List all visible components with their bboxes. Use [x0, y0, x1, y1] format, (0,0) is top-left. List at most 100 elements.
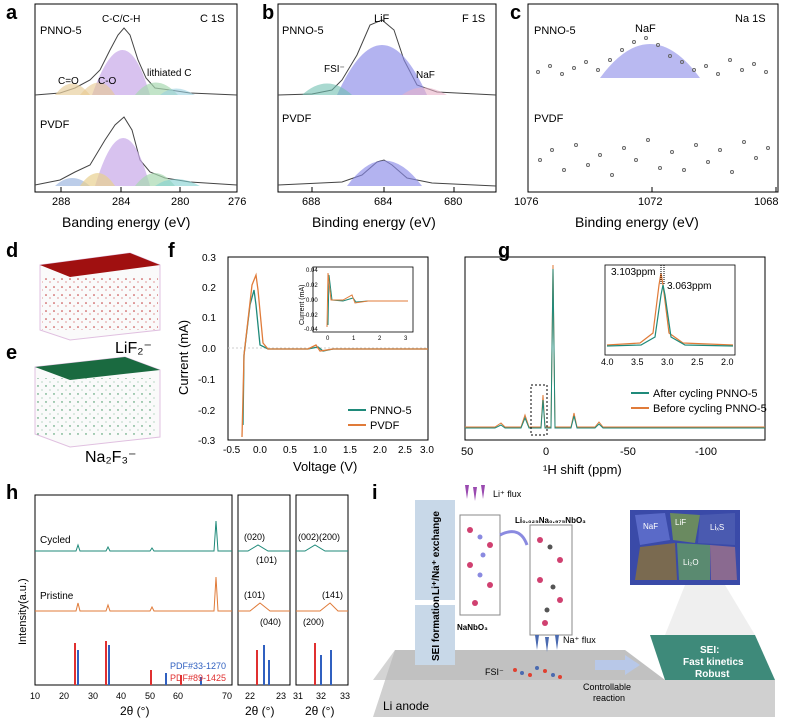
panel-h-peak-002-200: (002)(200) — [298, 532, 340, 542]
panel-f-inset-xtick-3: 3 — [404, 336, 408, 342]
panel-letter-a: a — [6, 2, 18, 24]
panel-h-peak-200: (200) — [303, 617, 324, 627]
panel-f-inset-ytick-0: 0.04 — [306, 268, 318, 274]
panel-g-inset-ann1: 3.103ppm — [611, 267, 655, 278]
panel-i-sei-formation: SEI formation — [431, 596, 442, 661]
panel-h-pdf2: PDF#89-1425 — [170, 673, 226, 683]
panel-g-legend-before: Before cycling PNNO-5 — [653, 403, 767, 415]
panel-letter-d: d — [6, 240, 19, 262]
panel-i-sei-2: Fast kinetics — [683, 657, 744, 668]
panel-h-xlabel-2: 2θ (°) — [245, 704, 274, 718]
panel-h-peak-141: (141) — [322, 590, 343, 600]
panel-b-peak-lif: LiF — [374, 13, 390, 25]
panel-f-ytick-1: 0.2 — [202, 283, 216, 294]
panel-h-tick1-30: 30 — [88, 691, 98, 701]
panel-letter-e: e — [6, 342, 18, 364]
panel-f-inset-xtick-0: 0 — [326, 336, 330, 342]
panel-h-tick1-20: 20 — [59, 691, 69, 701]
panel-h-tick1-10: 10 — [30, 691, 40, 701]
panel-g-xtick-0: 50 — [461, 446, 473, 458]
panel-f-ytick-6: -0.3 — [198, 436, 216, 447]
panel-f-cv-curves: Current (mA) 0.04 0.02 0.00 -0.02 -0.04 … — [176, 253, 434, 474]
panel-b-top-label: PNNO-5 — [282, 25, 324, 37]
panel-h-peak-101-a: (101) — [256, 555, 277, 565]
panel-f-xtick-1: 0.0 — [253, 445, 267, 456]
panel-b-xlabel: Binding energy (eV) — [312, 214, 436, 230]
panel-letter-b: b — [262, 2, 275, 24]
panel-i-grain-naf: NaF — [643, 522, 658, 531]
panel-f-inset-xtick-2: 2 — [378, 336, 382, 342]
panel-h-tick1-70: 70 — [222, 691, 232, 701]
panel-c-peak-naf: NaF — [635, 23, 656, 35]
panel-f-inset-ytick-1: 0.02 — [306, 283, 318, 289]
panel-g-inset-xtick-4: 2.0 — [721, 357, 734, 367]
panel-g-nmr: 3.103ppm 3.063ppm 4.0 3.5 3.0 2.5 2.0 Af… — [461, 256, 767, 477]
panel-f-xtick-7: 3.0 — [420, 445, 434, 456]
panel-f-inset-ytick-4: -0.04 — [304, 327, 318, 333]
panel-f-xtick-3: 1.0 — [313, 445, 327, 456]
panel-i-linanbo3: Li₀.₀₂₅Na₀.₉₇₅NbO₃ — [515, 516, 586, 525]
panel-letter-f: f — [168, 240, 175, 262]
panel-b-tick-688: 688 — [302, 196, 320, 208]
panel-g-xlabel: ¹H shift (ppm) — [543, 462, 622, 477]
panel-f-inset-ylabel: Current (mA) — [299, 285, 306, 325]
panel-g-inset-xtick-0: 4.0 — [601, 357, 614, 367]
panel-h-tick2-22: 22 — [245, 691, 255, 701]
panel-h-tick3-31: 31 — [293, 691, 303, 701]
panel-i-li-flux: Li⁺ flux — [493, 489, 522, 499]
panel-f-legend-pvdf: PVDF — [370, 420, 400, 432]
panel-i-sei-1: SEI: — [700, 645, 719, 656]
panel-c-tick-1072: 1072 — [638, 196, 662, 208]
panel-b-bottom-label: PVDF — [282, 113, 312, 125]
panel-c-tick-1068: 1068 — [754, 196, 778, 208]
panel-i-controllable-2: reaction — [593, 693, 625, 703]
panel-h-pdf1: PDF#33-1270 — [170, 661, 226, 671]
panel-a-tick-284: 284 — [112, 196, 130, 208]
panel-f-xlabel: Voltage (V) — [293, 459, 357, 474]
panel-f-ytick-0: 0.3 — [202, 253, 216, 264]
panel-b-tick-684: 684 — [374, 196, 392, 208]
panel-f-ytick-2: 0.1 — [202, 313, 216, 324]
panel-f-xtick-4: 1.5 — [343, 445, 357, 456]
panel-h-tick3-33: 33 — [340, 691, 350, 701]
panel-i-grain-lixs: LiₓS — [710, 523, 724, 532]
panel-i-li-anode: Li anode — [383, 699, 429, 713]
panel-i-sei-3: Robust — [695, 669, 730, 680]
panel-i-nanbo3: NaNbO₃ — [457, 623, 488, 632]
panel-d-tof-lif2: LiF₂⁻ — [39, 252, 161, 355]
panel-f-inset-ytick-3: -0.02 — [304, 313, 318, 319]
panel-f-xtick-0: -0.5 — [223, 445, 241, 456]
panel-h-xlabel-3: 2θ (°) — [305, 704, 334, 718]
panel-a-peak-co-double: C=O — [58, 76, 79, 87]
panel-f-legend-pnno: PNNO-5 — [370, 405, 412, 417]
panel-f-xtick-2: 0.5 — [283, 445, 297, 456]
panel-b-element: F 1S — [462, 13, 485, 25]
panel-h-peak-040: (040) — [260, 617, 281, 627]
panel-h-tick1-50: 50 — [145, 691, 155, 701]
panel-f-inset-ytick-2: 0.00 — [306, 298, 318, 304]
panel-letter-h: h — [6, 482, 19, 504]
panel-e-tof-na2f3: Na₂F₃⁻ — [34, 356, 161, 466]
panel-f-xtick-5: 2.0 — [373, 445, 387, 456]
panel-c-scatter-points — [536, 36, 770, 177]
panel-g-inset-ann2: 3.063ppm — [667, 281, 711, 292]
panel-a-peak-co: C-O — [98, 76, 117, 87]
panel-a-tick-288: 288 — [52, 196, 70, 208]
panel-b-tick-680: 680 — [444, 196, 462, 208]
panel-a-top-label: PNNO-5 — [40, 25, 82, 37]
panel-f-ylabel: Current (mA) — [176, 320, 191, 395]
panel-a-peak-lithiated: lithiated C — [147, 68, 191, 79]
panel-h-xrd: Intensity(a.u.) Cycled Pristine PDF#33-1… — [17, 494, 350, 718]
panel-b-xps-f1s: PNNO-5 F 1S LiF FSI⁻ NaF PVDF 688 684 68… — [277, 3, 497, 230]
panel-h-cycled: Cycled — [40, 535, 71, 546]
panel-e-label: Na₂F₃⁻ — [85, 449, 136, 466]
panel-letter-c: c — [510, 2, 522, 24]
panel-c-top-label: PNNO-5 — [534, 25, 576, 37]
panel-f-ytick-5: -0.2 — [198, 406, 216, 417]
panel-a-tick-280: 280 — [171, 196, 189, 208]
panel-c-xps-na1s: PNNO-5 Na 1S NaF PVDF 1076 1072 1068 Bin… — [514, 3, 779, 230]
panel-h-tick3-32: 32 — [316, 691, 326, 701]
panel-a-bottom-label: PVDF — [40, 119, 70, 131]
panel-h-xlabel-1: 2θ (°) — [120, 704, 149, 718]
panel-i-grain-li2o: Li₂O — [683, 558, 699, 567]
